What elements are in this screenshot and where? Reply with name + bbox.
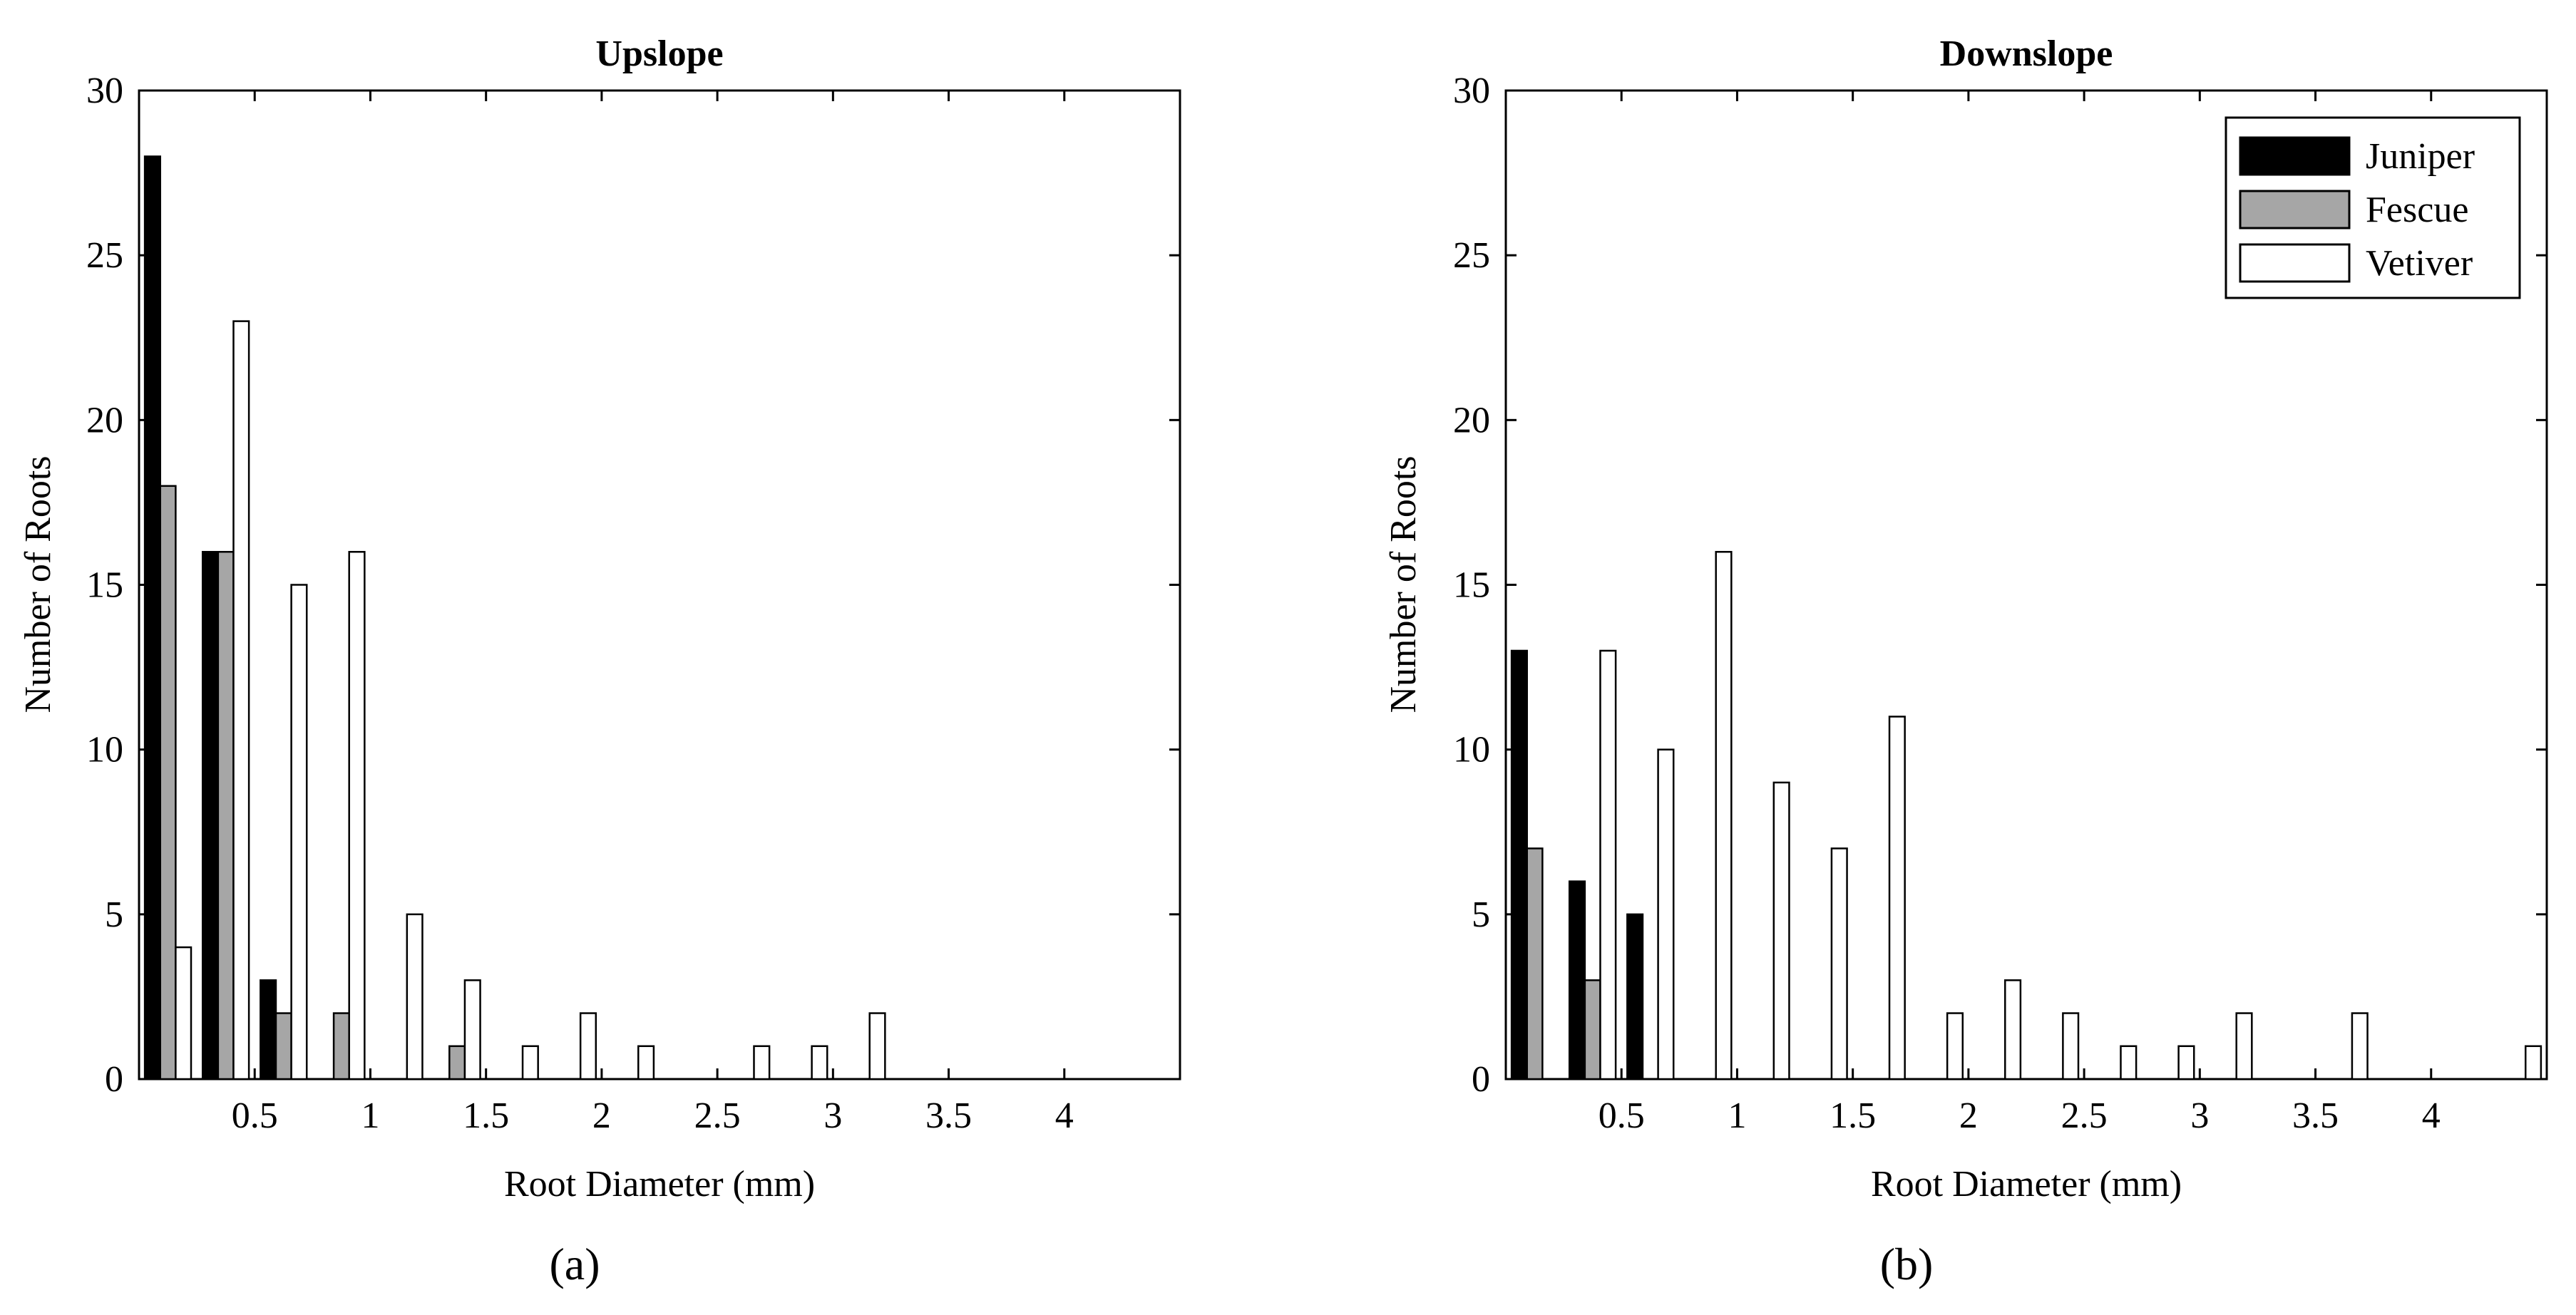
bar-vetiver xyxy=(1599,649,1617,1081)
x-tick-label: 1.5 xyxy=(463,1095,509,1136)
bar-juniper xyxy=(201,551,220,1081)
x-tick-label: 2.5 xyxy=(694,1095,741,1136)
bar-vetiver xyxy=(637,1045,655,1081)
bar-vetiver xyxy=(1830,847,1848,1081)
bar-vetiver xyxy=(2177,1045,2195,1081)
y-tick-label: 15 xyxy=(86,565,123,606)
y-axis-label: Number of Roots xyxy=(18,455,58,713)
legend-label-juniper: Juniper xyxy=(2366,136,2475,177)
bar-vetiver xyxy=(579,1012,597,1081)
bar-fescue xyxy=(274,1012,292,1081)
bar-vetiver xyxy=(753,1045,771,1081)
x-tick-label: 3 xyxy=(2190,1095,2209,1136)
panel-label-a: (a) xyxy=(549,1239,600,1289)
y-tick-label: 0 xyxy=(1472,1059,1490,1100)
y-tick-label: 25 xyxy=(86,235,123,276)
y-tick-label: 20 xyxy=(1453,400,1490,440)
bar-juniper xyxy=(1510,649,1528,1081)
y-tick-label: 30 xyxy=(1453,71,1490,111)
x-tick-label: 3.5 xyxy=(2292,1095,2339,1136)
x-tick-label: 0.5 xyxy=(1599,1095,1645,1136)
chart-title: Downslope xyxy=(1940,33,2113,74)
bar-vetiver xyxy=(2351,1012,2369,1081)
chart-title: Upslope xyxy=(595,33,723,74)
bar-fescue xyxy=(159,485,177,1081)
x-tick-label: 3 xyxy=(823,1095,842,1136)
legend-label-fescue: Fescue xyxy=(2366,190,2468,230)
legend-label-vetiver: Vetiver xyxy=(2366,243,2473,284)
x-tick-label: 1.5 xyxy=(1830,1095,1876,1136)
bars xyxy=(1510,551,2542,1081)
legend-swatch-juniper xyxy=(2239,136,2351,176)
bar-juniper xyxy=(1626,913,1644,1081)
chart-upslope: Upslope 0 5 10 15 20 25 30 0.5 1 1.5 2 2.5 3 3.5 4 Roo… xyxy=(18,33,1181,1289)
y-tick-label: 5 xyxy=(105,894,123,935)
y-tick-label: 10 xyxy=(86,730,123,770)
y-tick-label: 10 xyxy=(1453,730,1490,770)
bar-juniper xyxy=(260,979,277,1081)
y-axis-label: Number of Roots xyxy=(1383,455,1424,713)
bar-vetiver xyxy=(290,584,308,1081)
legend: Juniper Fescue Vetiver xyxy=(2225,116,2521,299)
bar-fescue xyxy=(332,1012,350,1081)
bar-vetiver xyxy=(2004,979,2022,1081)
bar-vetiver xyxy=(1772,781,1790,1081)
legend-swatch-vetiver xyxy=(2239,243,2351,283)
bar-vetiver xyxy=(232,320,250,1081)
bar-vetiver xyxy=(348,551,366,1081)
legend-swatch-fescue xyxy=(2239,190,2351,230)
x-tick-label: 1 xyxy=(1728,1095,1746,1136)
x-tick-label: 1 xyxy=(361,1095,379,1136)
x-tick-label: 0.5 xyxy=(232,1095,278,1136)
bar-juniper xyxy=(143,155,161,1081)
y-tick-label: 30 xyxy=(86,71,123,111)
y-tick-label: 15 xyxy=(1453,565,1490,606)
x-tick-label: 2 xyxy=(1959,1095,1978,1136)
axis-ticks: 0 5 10 15 20 25 30 0.5 1 1.5 2 2.5 3 3.5 4 xyxy=(86,71,1180,1136)
y-tick-label: 0 xyxy=(105,1059,123,1100)
bar-vetiver xyxy=(2120,1045,2138,1081)
x-tick-label: 4 xyxy=(2422,1095,2441,1136)
bar-vetiver xyxy=(175,946,193,1081)
bar-vetiver xyxy=(1657,748,1675,1081)
bar-fescue xyxy=(448,1045,466,1081)
x-axis-label: Root Diameter (mm) xyxy=(504,1164,815,1205)
bar-vetiver xyxy=(2525,1045,2542,1081)
x-axis-label: Root Diameter (mm) xyxy=(1871,1164,2182,1205)
axis-ticks: 0 5 10 15 20 25 30 0.5 1 1.5 2 2.5 3 3.5 4 xyxy=(1453,71,2547,1136)
bar-vetiver xyxy=(521,1045,539,1081)
bar-juniper xyxy=(1568,880,1586,1081)
x-tick-label: 4 xyxy=(1055,1095,1074,1136)
bar-vetiver xyxy=(406,913,424,1081)
bar-vetiver xyxy=(2062,1012,2080,1081)
x-tick-label: 2.5 xyxy=(2061,1095,2108,1136)
bar-vetiver xyxy=(1715,551,1733,1081)
x-tick-label: 3.5 xyxy=(925,1095,972,1136)
x-tick-label: 2 xyxy=(592,1095,611,1136)
y-tick-label: 5 xyxy=(1472,894,1490,935)
bar-vetiver xyxy=(2235,1012,2253,1081)
chart-downslope: Downslope 0 5 10 15 20 25 30 0.5 1 1.5 2 2.5 3 3.5 4 J… xyxy=(1383,33,2548,1289)
bar-fescue xyxy=(217,551,235,1081)
bar-vetiver xyxy=(868,1012,886,1081)
bar-vetiver xyxy=(1888,716,1906,1081)
bars xyxy=(143,155,886,1081)
bar-vetiver xyxy=(463,979,481,1081)
bar-fescue xyxy=(1584,979,1601,1081)
panel-label-b: (b) xyxy=(1880,1239,1934,1289)
bar-fescue xyxy=(1526,847,1544,1081)
bar-vetiver xyxy=(811,1045,828,1081)
bar-vetiver xyxy=(1946,1012,1964,1081)
y-tick-label: 20 xyxy=(86,400,123,440)
y-tick-label: 25 xyxy=(1453,235,1490,276)
